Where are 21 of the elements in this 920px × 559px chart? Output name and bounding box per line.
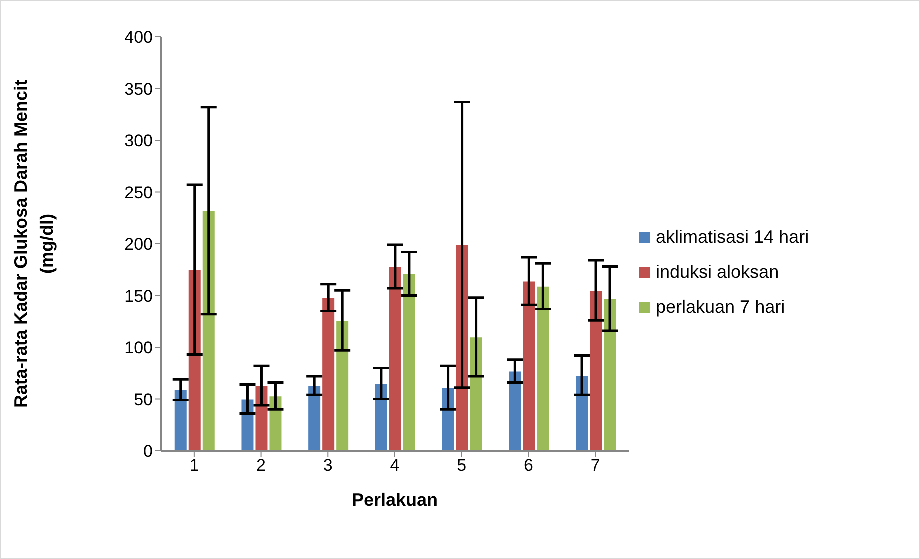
- x-axis-title: Perlakuan: [352, 490, 438, 510]
- legend-label: aklimatisasi 14 hari: [656, 227, 810, 248]
- x-tick-label: 3: [323, 456, 333, 476]
- y-axis-title: Rata-rata Kadar Glukosa Darah Mencit (mg/dl): [11, 80, 57, 408]
- x-tick-label: 7: [590, 456, 600, 476]
- x-tick-label: 2: [256, 456, 266, 476]
- y-tick-label: 250: [124, 183, 153, 202]
- legend-label: perlakuan 7 hari: [656, 297, 786, 318]
- y-tick-label: 200: [124, 235, 153, 254]
- x-tick-label: 4: [390, 456, 400, 476]
- y-tick-label: 400: [124, 28, 153, 48]
- x-tick-label: 1: [190, 456, 200, 476]
- y-tick-label: 0: [144, 442, 153, 462]
- x-tick-label: 5: [457, 456, 467, 476]
- y-tick-label: 50: [134, 390, 153, 410]
- legend-label: induksi aloksan: [656, 262, 780, 283]
- y-tick-label: 300: [124, 132, 153, 151]
- y-tick-label: 100: [124, 338, 153, 358]
- y-tick-label: 150: [124, 286, 153, 306]
- x-tick-label: 6: [524, 456, 534, 476]
- y-tick-label: 350: [124, 80, 153, 99]
